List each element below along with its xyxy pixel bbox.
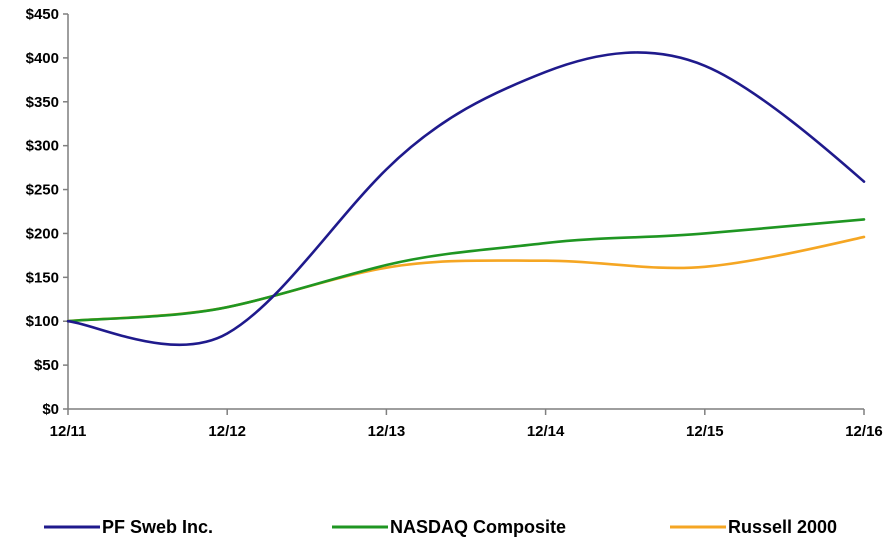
x-tick-label: 12/16 [845, 423, 883, 440]
legend-label-pf-sweb-inc: PF Sweb Inc. [102, 517, 213, 537]
y-tick-label: $450 [26, 6, 59, 23]
y-tick-label: $400 [26, 50, 59, 67]
y-tick-label: $350 [26, 94, 59, 111]
x-tick-label: 12/11 [50, 423, 87, 440]
series-line-russell-2000 [66, 235, 866, 323]
x-tick-label: 12/12 [208, 423, 246, 440]
legend-label-nasdaq-composite: NASDAQ Composite [390, 517, 566, 537]
x-tick-label: 12/15 [686, 423, 724, 440]
legend-label-russell-2000: Russell 2000 [728, 517, 837, 537]
legend: PF Sweb Inc. NASDAQ Composite Russell 2000 [44, 517, 837, 537]
y-tick-label: $200 [26, 225, 59, 242]
y-tick-label: $250 [26, 182, 59, 199]
y-tick-label: $50 [34, 357, 59, 374]
x-tick-label: 12/13 [368, 423, 406, 440]
y-tick-label: $150 [26, 269, 59, 286]
series-line-nasdaq-composite [66, 218, 866, 323]
x-tick-label: 12/14 [527, 423, 565, 440]
y-tick-label: $300 [26, 138, 59, 155]
y-tick-label: $100 [26, 313, 59, 330]
axes: $0 $50 $100 $150 $200 $250 $300 $350 $400 $450 12/… [26, 6, 883, 440]
series-line-pf-sweb-inc [66, 51, 866, 347]
series-layer [66, 51, 866, 347]
y-tick-label: $0 [42, 401, 59, 418]
